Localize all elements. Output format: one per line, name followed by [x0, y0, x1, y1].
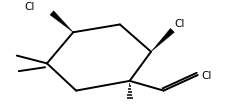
Polygon shape — [50, 11, 73, 32]
Text: Cl: Cl — [25, 2, 35, 12]
Polygon shape — [151, 28, 174, 52]
Text: Cl: Cl — [174, 19, 185, 29]
Text: Cl: Cl — [202, 71, 212, 81]
